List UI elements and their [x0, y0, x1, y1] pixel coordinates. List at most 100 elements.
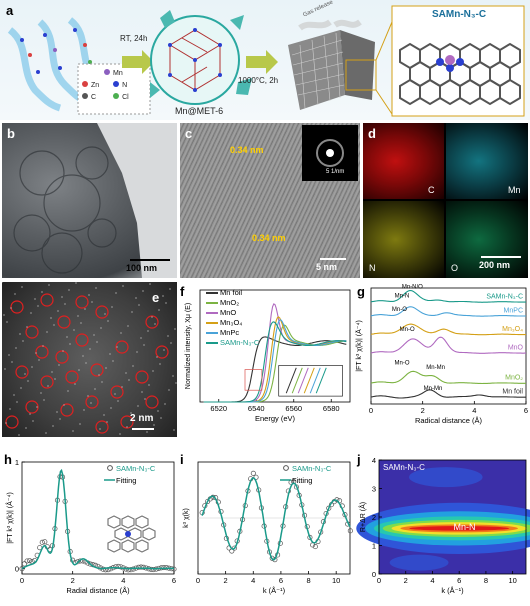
- atom-legend: Mn Zn N C Cl: [82, 68, 148, 104]
- scale-label-e: 2 nm: [130, 413, 154, 424]
- speck: [63, 404, 65, 406]
- legend-mno: MnO: [220, 308, 237, 317]
- speck: [151, 316, 153, 318]
- xanes-legend-row: Mn foil: [206, 288, 259, 298]
- speck: [83, 409, 85, 411]
- speck: [25, 427, 27, 429]
- x-tick-label: 6540: [248, 404, 265, 413]
- speck: [119, 433, 121, 435]
- speck: [90, 402, 92, 404]
- legend-swatch: [206, 292, 218, 294]
- atom-marker-circle: [57, 315, 71, 329]
- speck: [105, 367, 107, 369]
- exafs-series-line: [370, 389, 526, 399]
- speck: [165, 302, 167, 304]
- atom-marker-circle: [65, 370, 79, 384]
- crystal-shape: [160, 10, 175, 28]
- x-tick-label: 6: [524, 406, 528, 415]
- legend-samn: SAMn-N₃-C: [220, 338, 260, 347]
- speck: [4, 368, 6, 370]
- speck: [170, 342, 172, 344]
- heatmap-contour-band: [409, 467, 483, 488]
- heatmap-title: SAMn-N₃-C: [383, 463, 425, 472]
- speck: [52, 425, 54, 427]
- xanes-legend-row: Mn₃O₄: [206, 318, 259, 328]
- speck: [107, 320, 109, 322]
- scale-label-d: 200 nm: [479, 260, 511, 270]
- speck: [157, 410, 159, 412]
- inset-hexagon: [121, 515, 135, 529]
- panel-i-label: i: [180, 452, 184, 467]
- speck: [147, 330, 149, 332]
- arrow-step1: [122, 50, 154, 74]
- scale-bar-b: [130, 259, 170, 261]
- x-tick-label: 6520: [210, 404, 227, 413]
- data-point-circle: [24, 558, 30, 564]
- legend-data-label: SAMn-N₃-C: [116, 464, 156, 473]
- speck: [167, 335, 169, 337]
- speck: [115, 292, 117, 294]
- data-point-circle: [326, 505, 332, 511]
- inset-hexagon: [128, 527, 142, 541]
- exafs-series-line: [370, 370, 526, 385]
- speck: [169, 288, 171, 290]
- inset-series-line: [303, 367, 315, 394]
- panel-h-rfit: h 0 2 4 6 Radial distance (Å) |FT k³ χ(k)| (Å…: [2, 450, 177, 606]
- inset-hexagon: [114, 527, 128, 541]
- speck: [110, 407, 112, 409]
- legend-n: N: [122, 82, 128, 89]
- xanes-series-line: [203, 321, 347, 403]
- speck: [8, 354, 10, 356]
- speck: [14, 293, 16, 295]
- panel-d-label: d: [368, 126, 376, 141]
- data-point-circle: [250, 470, 256, 476]
- atom-marker-circle: [60, 403, 74, 417]
- data-point-circle: [151, 566, 157, 573]
- speck: [144, 398, 146, 400]
- data-point-circle: [141, 564, 147, 570]
- atom-marker-circle: [155, 345, 169, 359]
- zoom-box: [345, 59, 377, 91]
- y-tick-label: 0: [372, 570, 376, 579]
- legend-fit-label: Fitting: [292, 476, 312, 485]
- inset-series-line: [285, 367, 297, 394]
- inset-series-line: [309, 367, 321, 394]
- x-tick-label: 2: [404, 576, 408, 585]
- atom-marker-circle: [145, 315, 159, 329]
- speck: [73, 329, 75, 331]
- inset-series-line: [297, 367, 309, 394]
- y-axis-label: Normalized intensity, Xμ (E): [185, 303, 192, 389]
- y-tick-label: 0: [15, 565, 19, 574]
- inset-n-atom: [125, 531, 131, 537]
- scale-bar-e: [132, 428, 154, 430]
- speck: [20, 387, 22, 389]
- exafs-series-line: [370, 290, 526, 303]
- heatmap-contour-band: [389, 554, 449, 571]
- speck: [101, 381, 103, 383]
- legend-mnpc: MnPc: [220, 328, 240, 337]
- lattice-spacing-1: 0.34 nm: [230, 145, 264, 155]
- x-axis-label: Energy (eV): [255, 414, 296, 423]
- speck: [41, 291, 43, 293]
- speck: [67, 390, 69, 392]
- speck: [64, 303, 66, 305]
- x-tick-label: 10: [508, 576, 516, 585]
- inset-hexagon: [107, 539, 121, 553]
- speck: [120, 332, 122, 334]
- speck: [80, 322, 82, 324]
- zoom-rectangle: [244, 369, 263, 391]
- inset-hexagon: [135, 539, 149, 553]
- panel-d-eds: d C Mn N O 200 nm: [363, 123, 528, 278]
- inset-series-line: [291, 367, 303, 394]
- data-point-circle: [312, 544, 318, 550]
- legend-circle-marker: [107, 465, 113, 471]
- single-atom-circles: [2, 282, 177, 436]
- plot-frame: [199, 289, 351, 403]
- x-tick-label: 0: [20, 576, 24, 585]
- data-point-circle: [19, 566, 25, 572]
- data-point-circle: [125, 567, 131, 573]
- exafs-annotation: Mn-N: [395, 293, 410, 299]
- speck: [15, 347, 17, 349]
- speck: [130, 412, 132, 414]
- panel-j-wavelet: j 0 2 4 6 8 10 0 1 2 3 4 k (Å⁻¹) R+ΔR (Å) SAMn-N₃-C Mn…: [355, 450, 530, 606]
